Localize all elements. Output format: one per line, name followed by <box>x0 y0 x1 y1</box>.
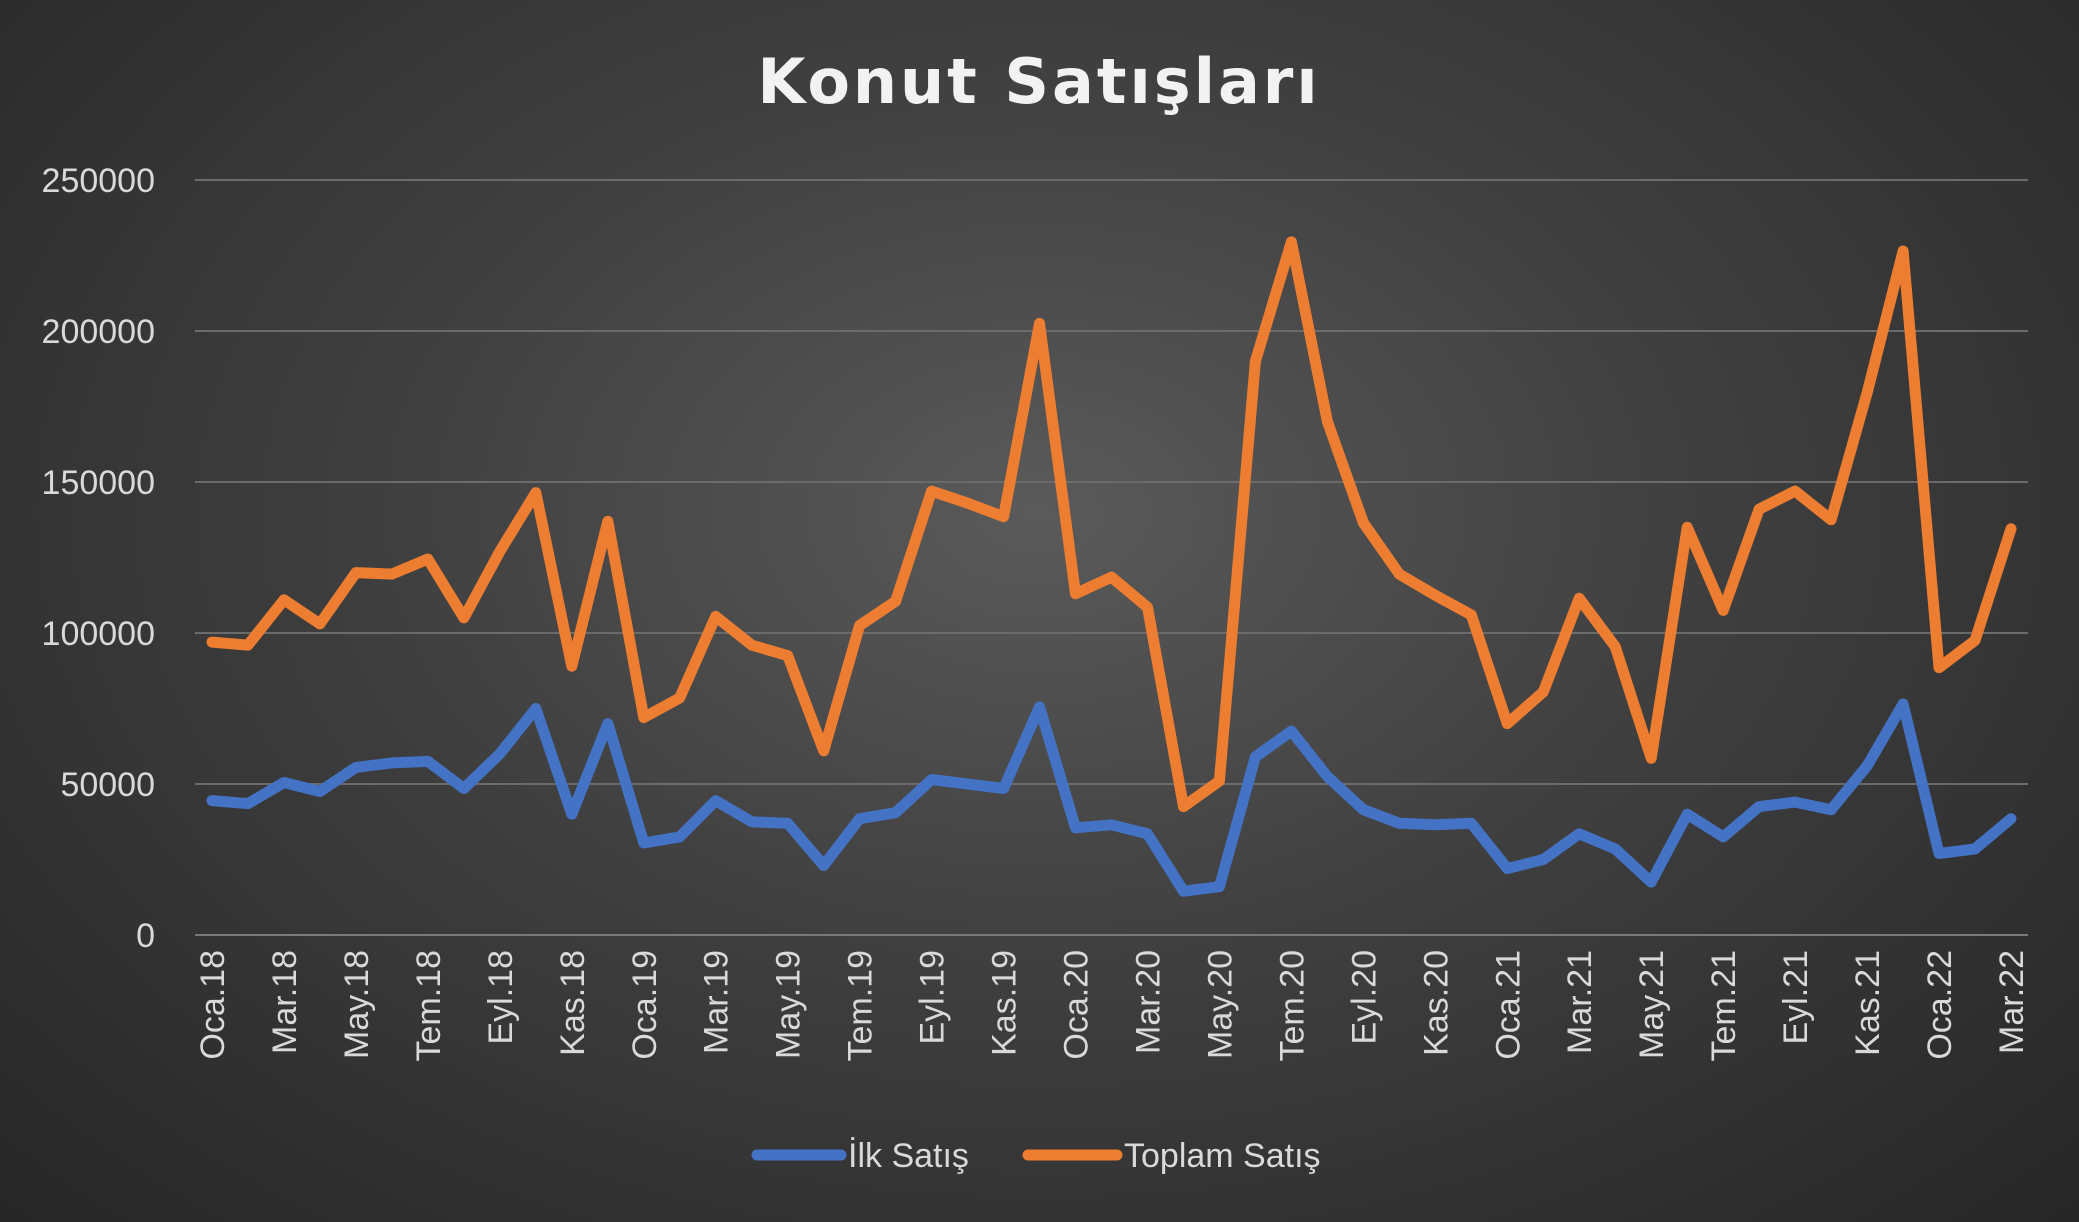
x-tick-label: Tem.19 <box>842 950 880 1062</box>
x-tick-label: Eyl.19 <box>914 950 952 1045</box>
x-tick-label: Oca.21 <box>1489 950 1527 1060</box>
y-tick-label: 150000 <box>42 464 155 502</box>
chart-title: Konut Satışları <box>757 45 1320 118</box>
x-tick-label: Oca.20 <box>1058 950 1096 1060</box>
x-tick-label: Mar.18 <box>266 950 304 1054</box>
x-tick-label: Eyl.18 <box>482 950 520 1045</box>
series-line-toplam-satis <box>206 236 2017 813</box>
grid <box>195 179 2028 936</box>
x-tick-label: Mar.21 <box>1561 950 1599 1054</box>
y-tick-label: 200000 <box>42 313 155 351</box>
x-tick-label: May.21 <box>1633 950 1671 1059</box>
series-line-ilk-satis <box>206 698 2017 897</box>
x-tick-label: May.18 <box>338 950 376 1059</box>
x-tick-label: Mar.20 <box>1129 950 1167 1054</box>
y-tick-label: 100000 <box>42 615 155 653</box>
x-tick-label: Kas.19 <box>986 950 1024 1056</box>
legend-label: İlk Satış <box>848 1137 969 1175</box>
legend-label: Toplam Satış <box>1124 1137 1321 1175</box>
x-tick-label: Oca.19 <box>626 950 664 1060</box>
x-tick-label: Oca.22 <box>1921 950 1959 1060</box>
x-tick-label: Mar.22 <box>1993 950 2031 1054</box>
y-axis-tick-labels: 0 50000 100000 150000 200000 250000 <box>42 162 155 955</box>
x-tick-label: Kas.20 <box>1417 950 1455 1056</box>
x-tick-label: Kas.21 <box>1849 950 1887 1056</box>
x-tick-label: Tem.21 <box>1705 950 1743 1062</box>
series-lines <box>206 236 2017 897</box>
x-tick-label: Oca.18 <box>194 950 232 1060</box>
x-axis-tick-labels: Oca.18 Mar.18 May.18 Tem.18 Eyl.18 Kas.18 Oca.… <box>194 950 2031 1062</box>
x-tick-label: May.20 <box>1201 950 1239 1059</box>
x-tick-label: Eyl.20 <box>1345 950 1383 1045</box>
x-tick-label: May.19 <box>770 950 808 1059</box>
x-tick-label: Tem.20 <box>1273 950 1311 1062</box>
y-tick-label: 0 <box>136 917 155 955</box>
x-tick-label: Mar.19 <box>698 950 736 1054</box>
y-tick-label: 50000 <box>60 766 155 804</box>
x-tick-label: Eyl.21 <box>1777 950 1815 1045</box>
y-tick-label: 250000 <box>42 162 155 200</box>
legend: İlk Satış Toplam Satış <box>751 1137 1321 1175</box>
x-tick-label: Tem.18 <box>410 950 448 1062</box>
x-tick-label: Kas.18 <box>554 950 592 1056</box>
